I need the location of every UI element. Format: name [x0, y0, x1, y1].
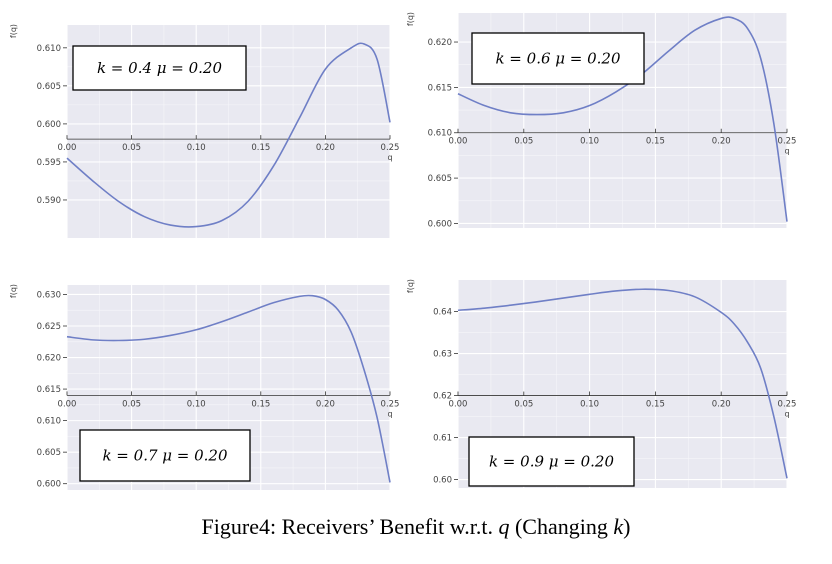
chart-panel-2: 0.600 0.605 0.610 0.615 0.620 f(q) 0.00 0.05 0.1…	[406, 12, 796, 230]
x-tick-label: 0.25	[778, 137, 797, 147]
legend-box	[471, 32, 645, 85]
series-line	[66, 294, 391, 483]
y-tick-label: 0.600	[37, 120, 61, 130]
figure-caption: Figure4: Receivers’ Benefit w.r.t. q (Ch…	[0, 514, 832, 540]
y-tick-label: 0.600	[428, 219, 452, 229]
x-tick-label: 0.00	[58, 399, 77, 409]
x-tick-label: 0.05	[514, 400, 533, 410]
caption-prefix: Figure4: Receivers’ Benefit w.r.t.	[201, 514, 493, 539]
y-tick-label: 0.61	[433, 434, 452, 444]
x-axis-label: q	[387, 409, 392, 418]
x-axis-label: q	[784, 147, 789, 156]
y-tick-label: 0.600	[37, 480, 61, 490]
x-tick-label: 0.00	[449, 400, 468, 410]
x-tick-label: 0.10	[187, 399, 206, 409]
x-tick-label: 0.20	[316, 143, 335, 153]
x-tick-label: 0.00	[449, 137, 468, 147]
x-axis-label: q	[387, 153, 392, 162]
y-tick-label: 0.62	[433, 392, 452, 402]
y-tick-label: 0.605	[37, 82, 61, 92]
series-line	[66, 42, 391, 228]
y-tick-label: 0.620	[428, 38, 452, 48]
y-tick-label: 0.605	[428, 174, 452, 184]
legend-label: k = 0.4 μ = 0.20	[97, 59, 223, 77]
y-tick-label: 0.605	[37, 448, 61, 458]
x-tick-label: 0.00	[58, 143, 77, 153]
caption-middle: (Changing	[514, 514, 608, 539]
y-axis-label: f(q)	[9, 284, 18, 298]
y-tick-label: 0.60	[433, 476, 452, 486]
y-tick-label: 0.610	[37, 417, 61, 427]
x-tick-label: 0.25	[381, 399, 400, 409]
caption-suffix: )	[623, 514, 631, 539]
y-tick-label: 0.590	[37, 196, 61, 206]
x-tick-label: 0.10	[580, 400, 599, 410]
x-tick-label: 0.25	[381, 143, 400, 153]
y-axis-label: f(q)	[9, 24, 18, 38]
y-tick-label: 0.620	[37, 354, 61, 364]
y-tick-label: 0.625	[37, 322, 61, 332]
legend-box	[72, 45, 247, 91]
y-tick-label: 0.64	[433, 308, 452, 318]
chart-panel-4: 0.60 0.61 0.62 0.63 0.64 f(q) 0.00 0.05 0.10 0.15…	[406, 279, 796, 488]
x-tick-label: 0.05	[514, 137, 533, 147]
x-tick-label: 0.05	[122, 143, 141, 153]
series-line	[457, 288, 788, 479]
x-tick-label: 0.15	[251, 399, 270, 409]
x-tick-label: 0.15	[251, 143, 270, 153]
y-tick-label: 0.615	[428, 83, 452, 93]
legend-box	[79, 429, 251, 482]
x-tick-label: 0.20	[712, 400, 731, 410]
y-tick-label: 0.63	[433, 350, 452, 360]
x-tick-label: 0.10	[580, 137, 599, 147]
caption-var-q: q	[498, 514, 510, 539]
series-line	[457, 16, 788, 222]
x-axis-label: q	[784, 410, 789, 419]
y-axis-label: f(q)	[406, 279, 415, 293]
x-tick-label: 0.20	[316, 399, 335, 409]
x-tick-label: 0.05	[122, 399, 141, 409]
x-tick-label: 0.25	[778, 400, 797, 410]
x-tick-label: 0.15	[646, 137, 665, 147]
caption-var-k: k	[613, 514, 624, 539]
x-tick-label: 0.20	[712, 137, 731, 147]
legend-label: k = 0.7 μ = 0.20	[102, 447, 228, 465]
x-tick-label: 0.10	[187, 143, 206, 153]
chart-panel-1: 0.590 0.595 0.600 0.605 0.610 f(q) 0.00 0.05 0.1…	[9, 24, 399, 238]
legend-label: k = 0.9 μ = 0.20	[489, 453, 615, 471]
y-axis-label: f(q)	[406, 12, 415, 26]
x-tick-label: 0.15	[646, 400, 665, 410]
legend-label: k = 0.6 μ = 0.20	[495, 50, 621, 68]
y-tick-label: 0.630	[37, 290, 61, 300]
y-tick-label: 0.595	[37, 158, 61, 168]
y-tick-label: 0.610	[37, 44, 61, 54]
chart-panel-3: 0.600 0.605 0.610 0.615 0.620 0.625 0.630 f(q) 0…	[9, 284, 399, 490]
y-tick-label: 0.615	[37, 385, 61, 395]
y-tick-label: 0.610	[428, 129, 452, 139]
legend-box	[468, 436, 635, 487]
